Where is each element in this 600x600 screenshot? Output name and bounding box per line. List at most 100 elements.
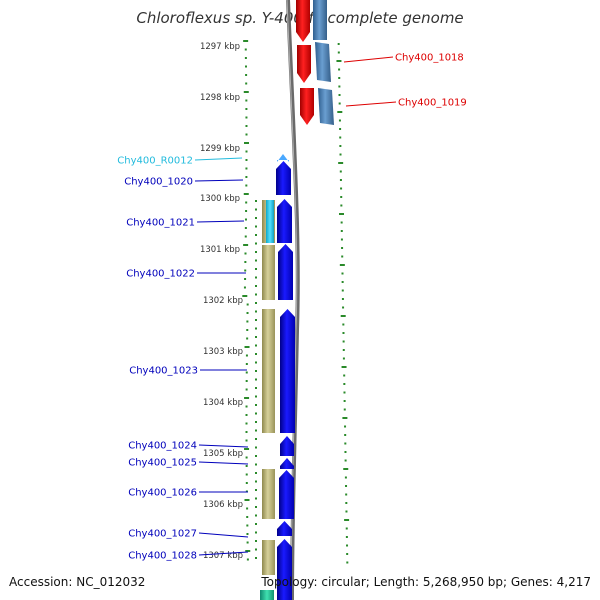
ruler-dot <box>338 68 341 71</box>
ruler-dot <box>246 541 249 544</box>
ruler-dot <box>338 77 341 79</box>
label-leader-line <box>198 461 249 465</box>
gene-1019 <box>300 88 314 125</box>
ruler-dot <box>246 320 249 323</box>
ruler-dot <box>255 251 257 253</box>
ruler-dot <box>341 366 347 368</box>
ruler-dot <box>345 536 348 538</box>
ruler-dot <box>342 417 348 419</box>
ruler-dot <box>245 439 248 442</box>
gene-label: Chy400_R0012 <box>117 156 193 167</box>
ruler-dot <box>245 371 248 374</box>
ruler-dot <box>342 349 345 351</box>
ruler-dot <box>255 276 257 279</box>
ruler-dot <box>255 497 257 500</box>
rna-gene-block <box>266 200 274 243</box>
ruler-dot <box>244 499 250 501</box>
ruler-dot <box>255 353 257 355</box>
ruler-dot <box>255 310 257 313</box>
ruler-dot <box>346 544 349 547</box>
ruler-dot <box>339 136 342 139</box>
ruler-dot <box>243 40 249 42</box>
gene-label: Chy400_1019 <box>398 98 467 109</box>
accession-text: Accession: NC_012032 <box>9 575 145 589</box>
ruler-dot <box>255 429 257 432</box>
ruler-dot <box>244 57 247 59</box>
tick-label: 1298 kbp <box>200 93 240 103</box>
ruler-dot <box>246 337 249 340</box>
ruler-dot <box>244 397 250 399</box>
gene-1020 <box>276 161 291 195</box>
ruler-dot <box>245 380 248 382</box>
tick-label: 1302 kbp <box>203 296 243 306</box>
ruler-dots <box>242 40 350 564</box>
ruler-dot <box>244 261 247 263</box>
gene-label: Chy400_1024 <box>128 441 197 452</box>
ruler-dot <box>245 201 248 204</box>
ruler-dot <box>245 456 248 459</box>
label-leader-line <box>194 179 244 182</box>
ruler-dot <box>255 225 257 228</box>
ruler-dot <box>245 167 248 170</box>
gene-1025 <box>280 458 294 469</box>
ruler-dot <box>345 493 348 496</box>
ruler-dot <box>341 281 344 283</box>
ruler-dot <box>345 510 348 513</box>
ruler-dot <box>336 60 342 62</box>
tick-label: 1301 kbp <box>200 245 240 255</box>
ruler-dot <box>246 303 249 306</box>
ruler-dot <box>346 561 349 564</box>
ruler-dot <box>337 51 340 54</box>
ruler-dot <box>245 363 248 365</box>
ruler-dot <box>345 485 348 487</box>
ruler-dot <box>342 340 345 343</box>
ruler-dot <box>255 455 257 457</box>
ruler-dot <box>342 357 345 360</box>
ruler-dot <box>255 361 257 364</box>
label-leader-line <box>198 444 249 448</box>
ruler-dot <box>341 272 344 275</box>
ruler-dot <box>345 502 348 504</box>
ruler-dot <box>245 176 248 178</box>
gene-1028 <box>277 539 292 600</box>
ruler-dot <box>255 208 257 211</box>
ruler-dot <box>245 473 248 476</box>
ruler-dot <box>341 247 344 249</box>
ruler-dot <box>255 446 257 449</box>
ruler-dot <box>344 434 347 436</box>
ruler-dot <box>340 187 343 190</box>
ruler-dot <box>255 480 257 483</box>
ruler-dot <box>338 162 344 164</box>
ruler-dot <box>245 99 248 102</box>
ruler-dot <box>338 102 341 105</box>
ruler-dot <box>339 264 345 266</box>
ruler-dot <box>340 196 343 198</box>
ruler-dot <box>245 422 248 425</box>
ruler-dot <box>339 128 342 130</box>
label-leader-line <box>198 532 249 538</box>
gene-1023 <box>280 309 295 433</box>
ruler-dot <box>245 150 248 153</box>
ruler-dot <box>244 269 247 272</box>
ruler-dot <box>246 533 249 535</box>
ruler-dot <box>255 319 257 321</box>
ruler-dot <box>243 193 249 195</box>
ruler-dot <box>243 286 246 289</box>
ruler-dot <box>344 442 347 445</box>
ruler-dot <box>244 278 247 280</box>
ruler-dot <box>255 557 257 559</box>
gene-r0012 <box>277 154 289 162</box>
ruler-dot <box>255 514 257 517</box>
ruler-dot <box>339 213 344 215</box>
ruler-dot <box>245 116 248 119</box>
ruler-dot <box>255 285 257 287</box>
ruler-dot <box>244 235 247 238</box>
gene-label: Chy400_1020 <box>124 177 193 188</box>
label-leader-line <box>194 157 243 161</box>
ruler-dot <box>339 170 342 173</box>
ruler-dot <box>245 414 248 416</box>
ruler-dot <box>245 210 248 212</box>
ruler-dot <box>244 227 247 229</box>
ruler-dot <box>246 329 249 331</box>
